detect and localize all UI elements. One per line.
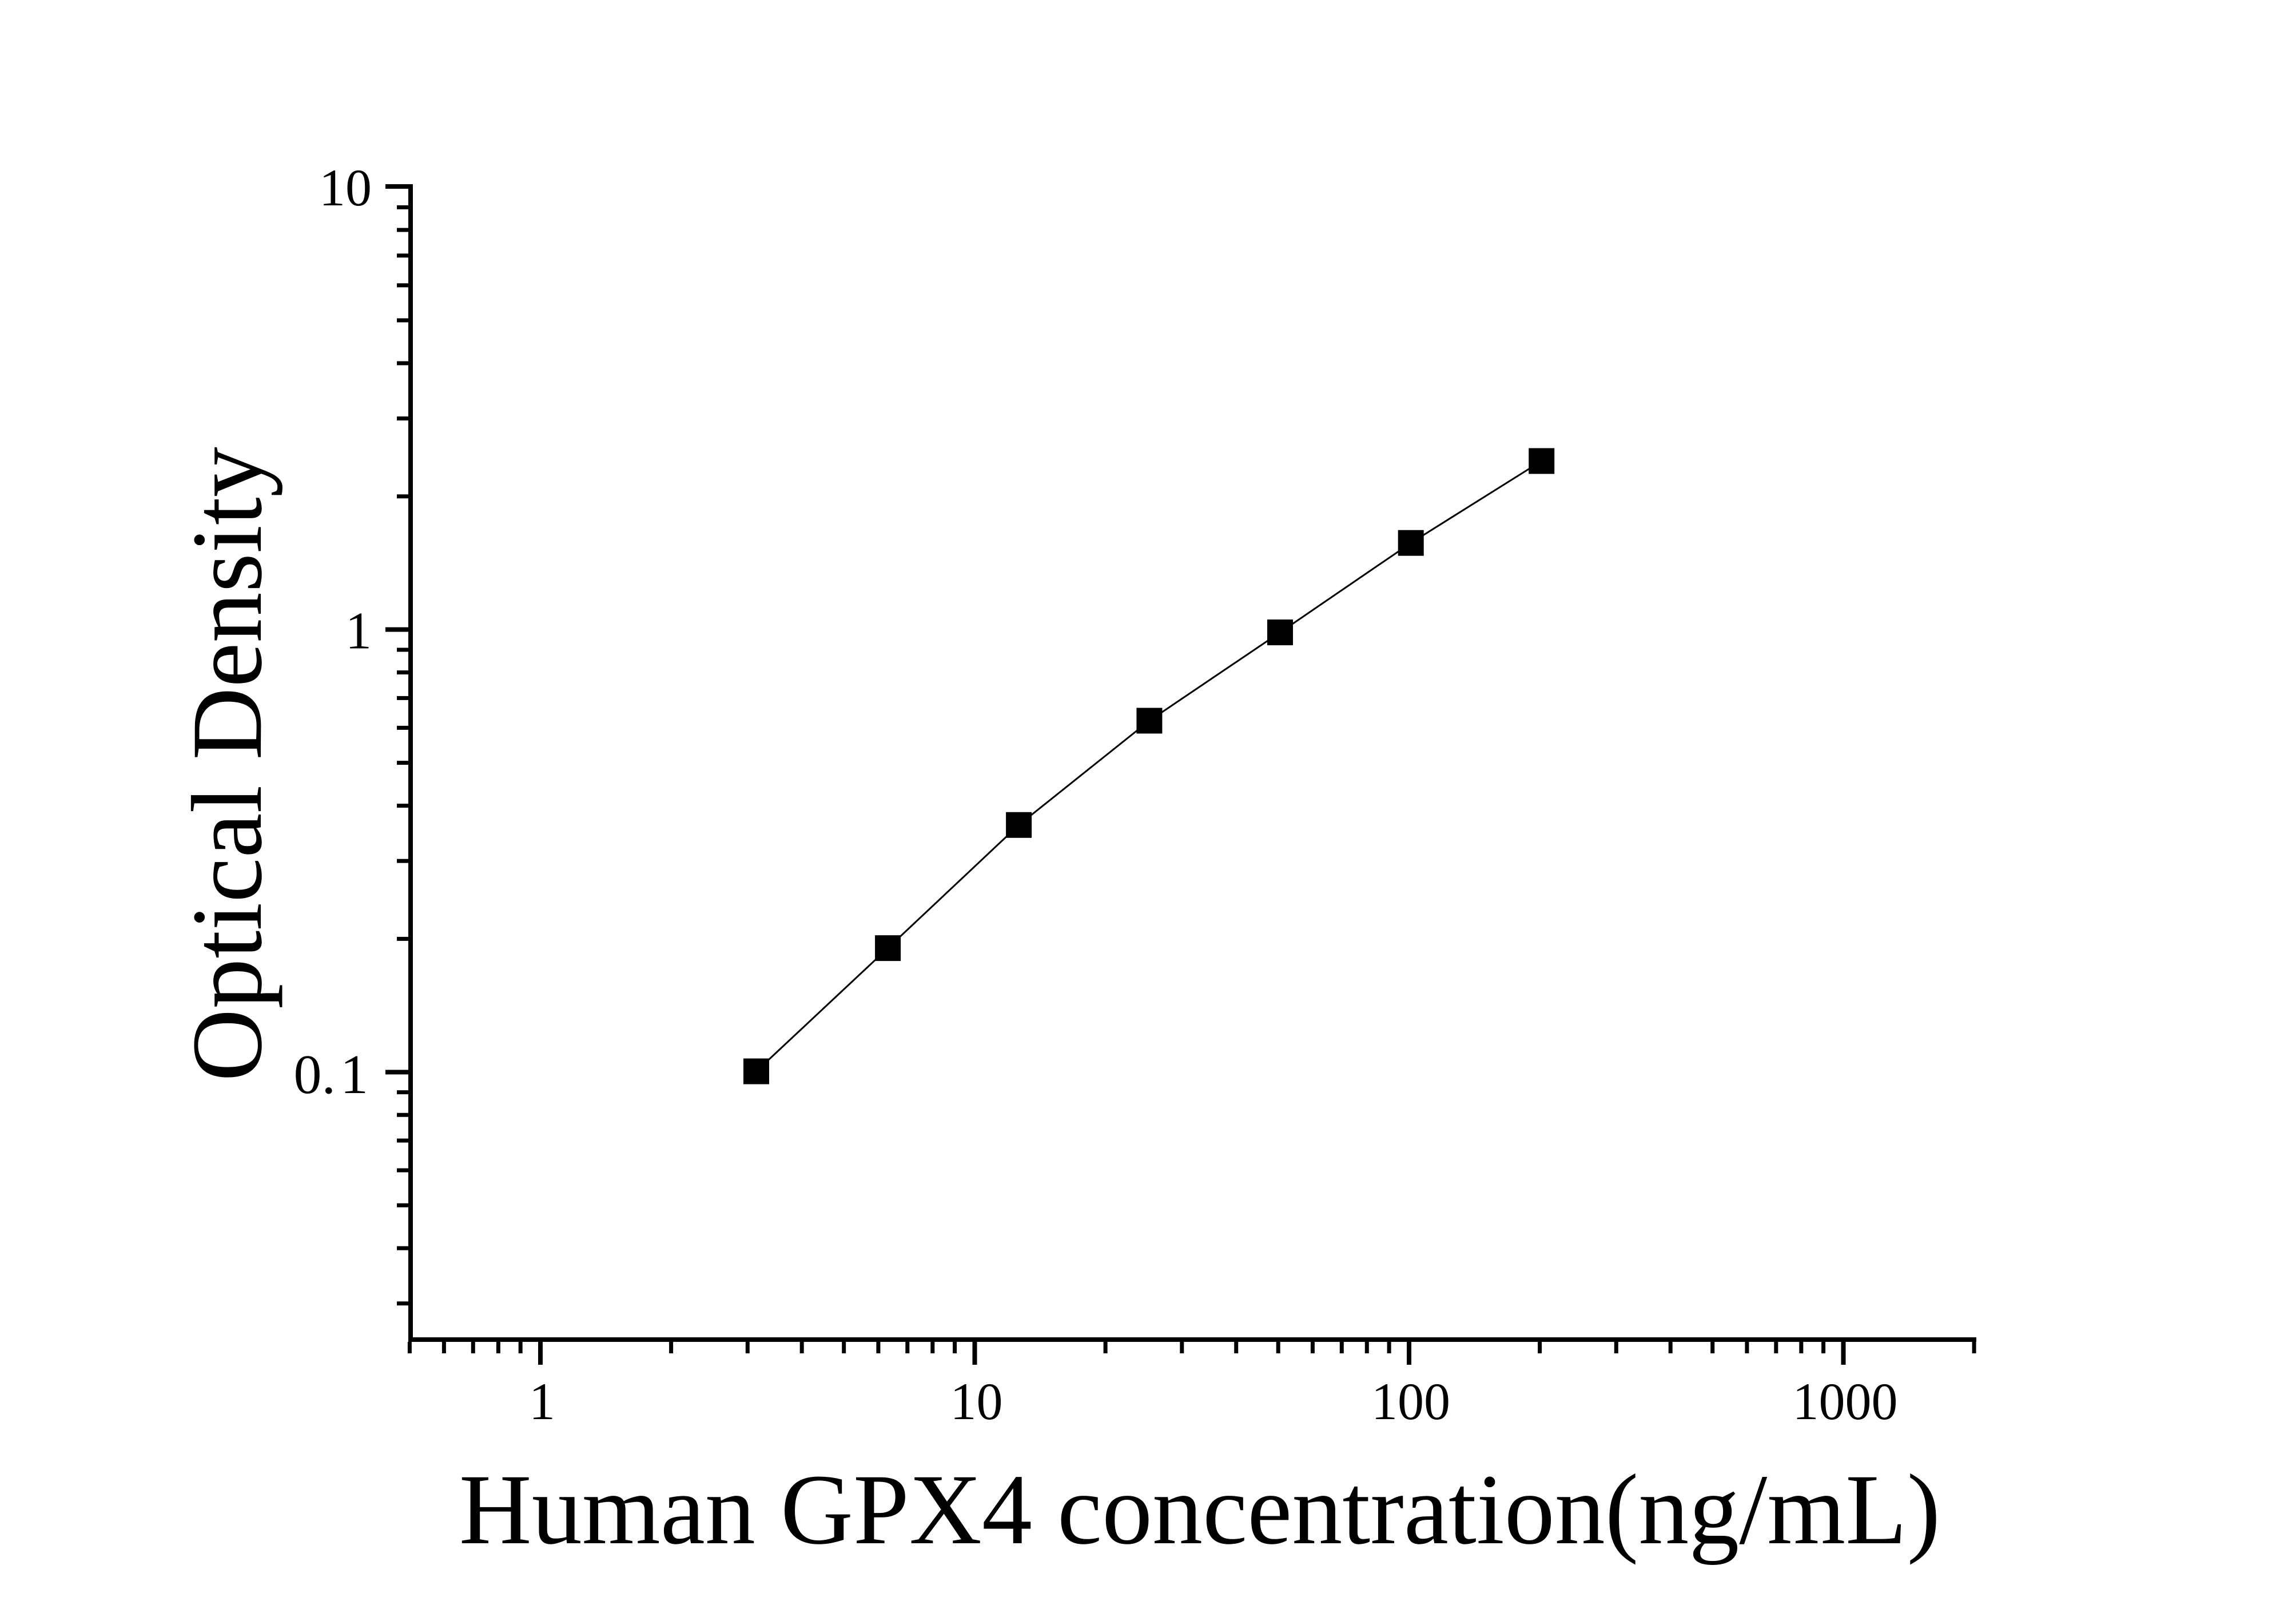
- svg-text:100: 100: [1371, 1372, 1450, 1431]
- svg-text:Optical Density: Optical Density: [172, 447, 283, 1082]
- svg-text:10: 10: [950, 1372, 1003, 1431]
- svg-text:10: 10: [319, 158, 372, 217]
- svg-text:1000: 1000: [1793, 1372, 1898, 1431]
- svg-text:1: 1: [529, 1372, 555, 1431]
- svg-text:1: 1: [345, 602, 372, 660]
- svg-text:0.1: 0.1: [294, 1044, 369, 1106]
- svg-text:Human GPX4 concentration(ng/mL: Human GPX4 concentration(ng/mL): [459, 1454, 1941, 1566]
